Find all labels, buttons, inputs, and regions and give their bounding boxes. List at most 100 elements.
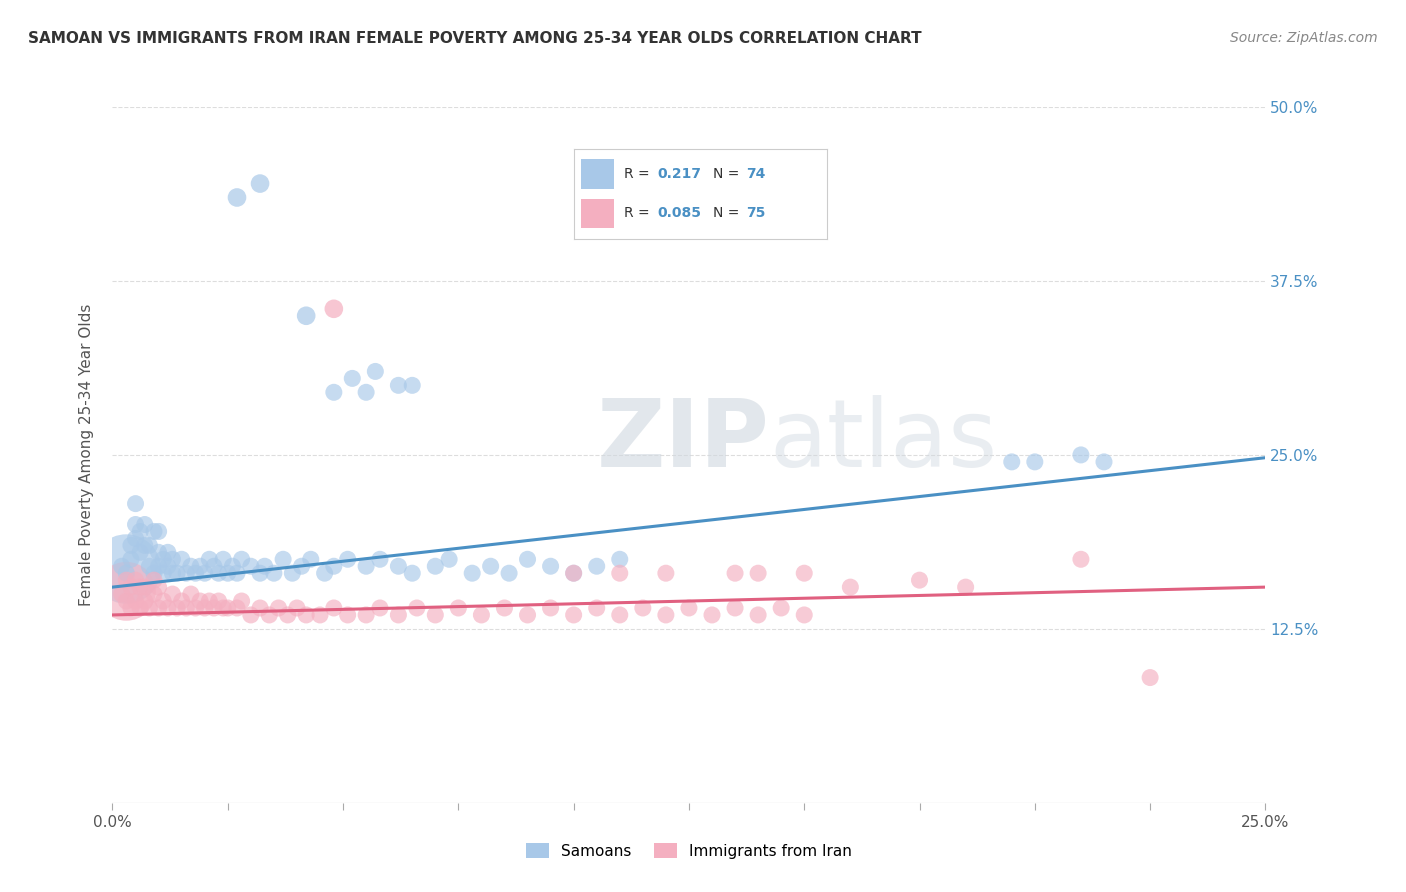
Point — [479, 559, 502, 574]
Point — [129, 580, 152, 594]
Point — [516, 552, 538, 566]
Point — [747, 607, 769, 622]
Point — [194, 566, 217, 581]
Point — [908, 573, 931, 587]
Point — [111, 559, 134, 574]
Text: Source: ZipAtlas.com: Source: ZipAtlas.com — [1230, 31, 1378, 45]
Point — [129, 545, 152, 559]
Point — [134, 517, 156, 532]
Point — [354, 607, 377, 622]
Point — [188, 559, 211, 574]
Point — [655, 566, 678, 581]
Point — [322, 301, 344, 316]
Point — [401, 378, 423, 392]
Point — [231, 594, 253, 608]
Point — [115, 594, 138, 608]
Point — [111, 587, 134, 601]
Point — [156, 545, 179, 559]
Point — [129, 524, 152, 539]
Point — [124, 573, 146, 587]
Point — [470, 607, 492, 622]
Point — [198, 552, 221, 566]
Point — [249, 177, 271, 191]
Text: R =: R = — [624, 167, 654, 181]
Point — [336, 552, 359, 566]
Text: atlas: atlas — [769, 395, 998, 487]
Point — [322, 385, 344, 400]
Point — [166, 601, 188, 615]
Point — [148, 601, 170, 615]
Point — [277, 607, 299, 622]
Point — [609, 552, 631, 566]
Point — [700, 607, 723, 622]
Point — [585, 601, 607, 615]
Text: ZIP: ZIP — [596, 395, 769, 487]
Point — [498, 566, 520, 581]
Point — [198, 594, 221, 608]
Point — [314, 566, 336, 581]
Point — [152, 552, 174, 566]
Text: R =: R = — [624, 206, 654, 220]
Point — [631, 601, 654, 615]
Point — [437, 552, 460, 566]
Point — [678, 601, 700, 615]
Point — [281, 566, 304, 581]
Point — [162, 587, 184, 601]
Legend: Samoans, Immigrants from Iran: Samoans, Immigrants from Iran — [520, 837, 858, 864]
Point — [174, 566, 197, 581]
Point — [724, 601, 747, 615]
Point — [138, 538, 160, 552]
Point — [724, 566, 747, 581]
Point — [184, 601, 207, 615]
Point — [188, 594, 211, 608]
Point — [124, 497, 146, 511]
Point — [162, 566, 184, 581]
Point — [267, 601, 290, 615]
Point — [322, 601, 344, 615]
Point — [180, 559, 202, 574]
Text: 0.217: 0.217 — [658, 167, 702, 181]
Point — [249, 601, 271, 615]
Point — [368, 601, 391, 615]
Point — [115, 573, 138, 587]
Point — [239, 607, 262, 622]
Point — [259, 607, 281, 622]
Point — [562, 566, 585, 581]
Point — [839, 580, 862, 594]
Point — [540, 601, 562, 615]
Point — [180, 587, 202, 601]
Point — [295, 309, 318, 323]
Point — [387, 559, 409, 574]
Point — [202, 559, 225, 574]
Point — [115, 562, 138, 576]
Point — [249, 566, 271, 581]
Text: N =: N = — [713, 167, 744, 181]
Point — [239, 559, 262, 574]
Point — [425, 559, 447, 574]
Point — [516, 607, 538, 622]
Point — [207, 594, 229, 608]
Point — [295, 607, 318, 622]
Point — [226, 566, 249, 581]
Point — [134, 538, 156, 552]
Point — [1001, 455, 1024, 469]
Point — [387, 607, 409, 622]
Point — [461, 566, 484, 581]
Bar — [581, 199, 614, 228]
Point — [143, 524, 166, 539]
Point — [120, 538, 142, 552]
Text: 0.085: 0.085 — [658, 206, 702, 220]
Point — [1024, 455, 1046, 469]
Point — [253, 559, 276, 574]
Point — [226, 601, 249, 615]
Point — [138, 601, 160, 615]
Point — [134, 580, 156, 594]
Point — [226, 190, 249, 204]
Point — [263, 566, 285, 581]
Point — [747, 566, 769, 581]
Point — [354, 385, 377, 400]
Y-axis label: Female Poverty Among 25-34 Year Olds: Female Poverty Among 25-34 Year Olds — [79, 304, 94, 606]
Point — [162, 552, 184, 566]
Point — [124, 517, 146, 532]
Point — [793, 566, 815, 581]
